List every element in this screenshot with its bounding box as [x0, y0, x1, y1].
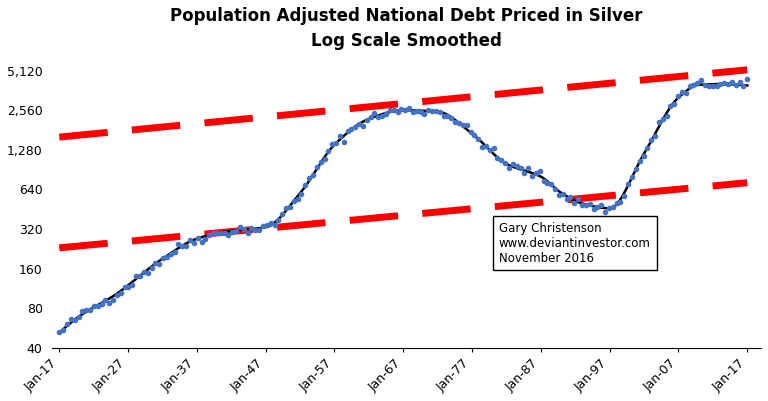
Title: Population Adjusted National Debt Priced in Silver
Log Scale Smoothed: Population Adjusted National Debt Priced… — [170, 7, 643, 50]
Text: Gary Christenson
www.deviantinvestor.com
November 2016: Gary Christenson www.deviantinvestor.com… — [499, 222, 650, 265]
